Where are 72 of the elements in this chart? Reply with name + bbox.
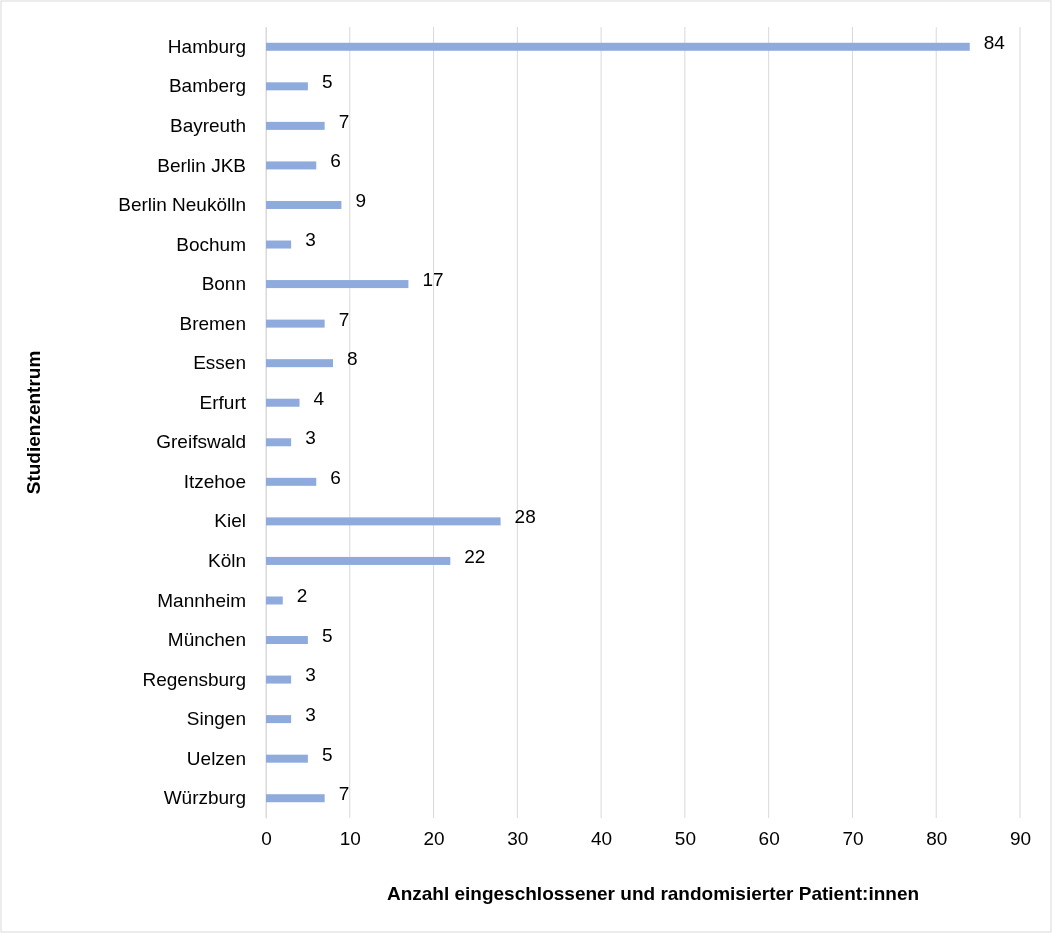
bar [266, 200, 342, 209]
data-label: 28 [514, 506, 536, 528]
bar [266, 359, 334, 368]
data-label: 84 [983, 31, 1006, 53]
x-axis-title: Anzahl eingeschlossener und randomisierter Patient:innen [386, 883, 920, 904]
data-label: 4 [313, 387, 325, 409]
data-label: 7 [338, 783, 350, 805]
data-label: 8 [347, 348, 358, 370]
data-label: 17 [422, 268, 444, 290]
y-tick-label: Mannheim [157, 589, 246, 611]
data-label: 3 [305, 704, 316, 726]
bar [266, 556, 451, 565]
bar [266, 715, 292, 724]
data-label: 5 [321, 624, 333, 646]
x-tick-label: 20 [423, 828, 445, 850]
bar [266, 82, 308, 91]
x-tick-label: 90 [1009, 828, 1032, 850]
bar [266, 794, 325, 803]
data-label: 2 [296, 585, 308, 607]
y-tick-label: Kiel [214, 510, 246, 532]
bar [266, 398, 300, 407]
data-label: 6 [330, 466, 341, 488]
y-tick-label: Erfurt [199, 391, 247, 413]
x-tick-label: 40 [591, 828, 613, 850]
y-tick-label: Uelzen [186, 747, 246, 769]
bar [266, 121, 325, 130]
y-tick-label: Itzehoe [183, 470, 246, 492]
x-tick-label: 70 [842, 828, 864, 850]
bar [266, 754, 308, 763]
y-tick-label: Berlin JKB [157, 154, 246, 176]
bar [266, 438, 292, 447]
x-tick-label: 0 [261, 828, 272, 850]
data-label: 5 [321, 71, 333, 93]
x-tick-label: 10 [339, 828, 361, 850]
y-tick-label: Essen [193, 352, 246, 374]
data-label: 3 [305, 229, 316, 251]
y-tick-label: Würzburg [163, 787, 246, 809]
y-tick-label: München [167, 629, 246, 651]
data-label: 7 [338, 110, 350, 132]
y-tick-label: Köln [207, 550, 246, 572]
bar [266, 477, 317, 486]
y-tick-label: Singen [186, 708, 246, 730]
y-axis-title: Studienzentrum [23, 350, 44, 495]
y-tick-label: Regensburg [142, 668, 246, 690]
data-label: 9 [355, 189, 366, 211]
data-label: 22 [464, 545, 486, 567]
bar [266, 636, 308, 645]
data-label: 6 [330, 150, 341, 172]
bar [266, 280, 409, 289]
bar [266, 596, 283, 605]
bar [266, 675, 292, 684]
y-tick-label: Greifswald [156, 431, 246, 453]
y-tick-label: Bamberg [168, 75, 246, 97]
bar [266, 161, 317, 170]
x-tick-label: 50 [674, 828, 696, 850]
y-tick-label: Berlin Neukölln [118, 194, 246, 216]
x-tick-label: 80 [926, 828, 948, 850]
x-tick-label: 60 [758, 828, 780, 850]
y-tick-label: Bochum [176, 233, 246, 255]
y-tick-label: Hamburg [167, 35, 246, 57]
y-tick-label: Bremen [179, 312, 246, 334]
bar [266, 517, 501, 526]
bar [266, 319, 325, 328]
data-label: 3 [305, 664, 316, 686]
x-tick-label: 30 [507, 828, 529, 850]
y-tick-label: Bayreuth [169, 114, 246, 136]
data-label: 3 [305, 427, 316, 449]
bar [266, 240, 292, 249]
bar [266, 42, 970, 51]
data-label: 5 [321, 743, 333, 765]
y-tick-label: Bonn [201, 273, 246, 295]
data-label: 7 [338, 308, 350, 330]
